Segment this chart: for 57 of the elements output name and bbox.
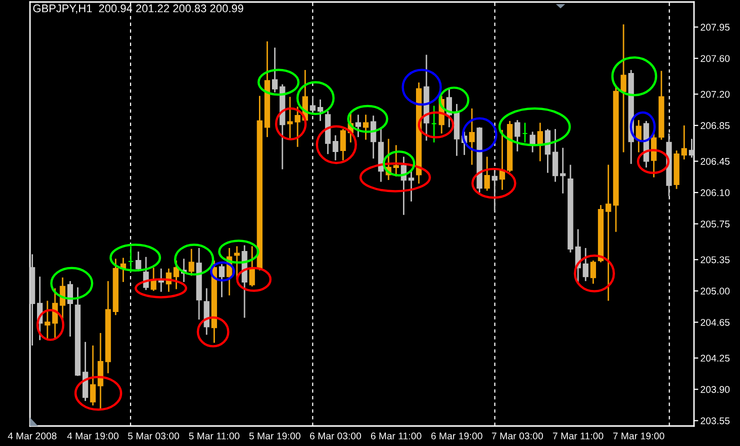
candlestick	[590, 260, 596, 284]
candlestick	[249, 246, 255, 288]
candlestick	[362, 114, 369, 140]
candlestick	[332, 134, 338, 162]
x-tick-label: 5 Mar 03:00	[128, 432, 180, 440]
x-tick-label: 4 Mar 19:00	[67, 432, 118, 440]
y-tick-label: 203.55	[700, 417, 730, 424]
candlestick	[143, 256, 149, 291]
y-tick-label: 207.20	[700, 90, 730, 98]
x-tick-label: 7 Mar 19:00	[613, 432, 664, 440]
candlestick	[681, 124, 687, 160]
candlestick	[310, 95, 316, 114]
candlestick	[355, 114, 362, 138]
y-tick-label: 205.00	[700, 288, 730, 295]
candlestick	[484, 156, 490, 192]
candlestick	[90, 344, 96, 406]
candlestick	[317, 98, 324, 122]
x-tick-label: 5 Mar 11:00	[189, 432, 240, 440]
x-tick-label: 7 Mar 03:00	[492, 432, 543, 440]
candlestick	[552, 128, 558, 182]
y-tick-label: 204.65	[700, 318, 730, 326]
x-tick-label: 4 Mar 2008	[8, 432, 56, 440]
candlestick	[431, 105, 437, 144]
candlestick	[492, 168, 498, 212]
candlestick	[272, 46, 278, 94]
candlestick	[408, 169, 414, 202]
candlestick	[606, 164, 612, 302]
x-tick-label: 6 Mar 11:00	[371, 432, 422, 440]
candlestick	[582, 247, 588, 282]
y-tick-label: 206.10	[700, 189, 730, 196]
y-tick-label: 205.75	[700, 220, 730, 228]
candlestick	[158, 268, 164, 293]
candlestick	[150, 266, 156, 292]
candlestick	[514, 119, 520, 152]
x-tick-label: 5 Mar 19:00	[249, 432, 300, 440]
y-tick-label: 203.90	[700, 386, 730, 393]
candlestick	[173, 260, 180, 290]
candlestick	[522, 122, 528, 144]
candlestick	[393, 144, 399, 178]
candlestick	[218, 263, 225, 298]
y-tick-label: 207.95	[700, 24, 730, 31]
y-tick-label: 206.45	[700, 158, 730, 165]
candlestick	[620, 24, 626, 153]
y-tick-label: 205.35	[700, 256, 730, 264]
y-tick-label: 207.60	[700, 55, 730, 62]
candlestick	[530, 131, 536, 153]
candlestick	[234, 246, 240, 280]
candlestick	[340, 128, 346, 162]
x-tick-label: 6 Mar 19:00	[431, 432, 482, 440]
x-tick-label: 6 Mar 03:00	[310, 432, 362, 440]
candlestick	[560, 147, 566, 194]
candlestick	[688, 138, 694, 158]
x-tick-label: 7 Mar 11:00	[552, 432, 604, 440]
y-tick-label: 206.85	[700, 122, 730, 130]
candlestick	[469, 108, 475, 166]
y-tick-label: 204.25	[700, 354, 730, 362]
chart-title: GBPJPY,H1 200.94 201.22 200.83 200.99	[33, 4, 244, 14]
